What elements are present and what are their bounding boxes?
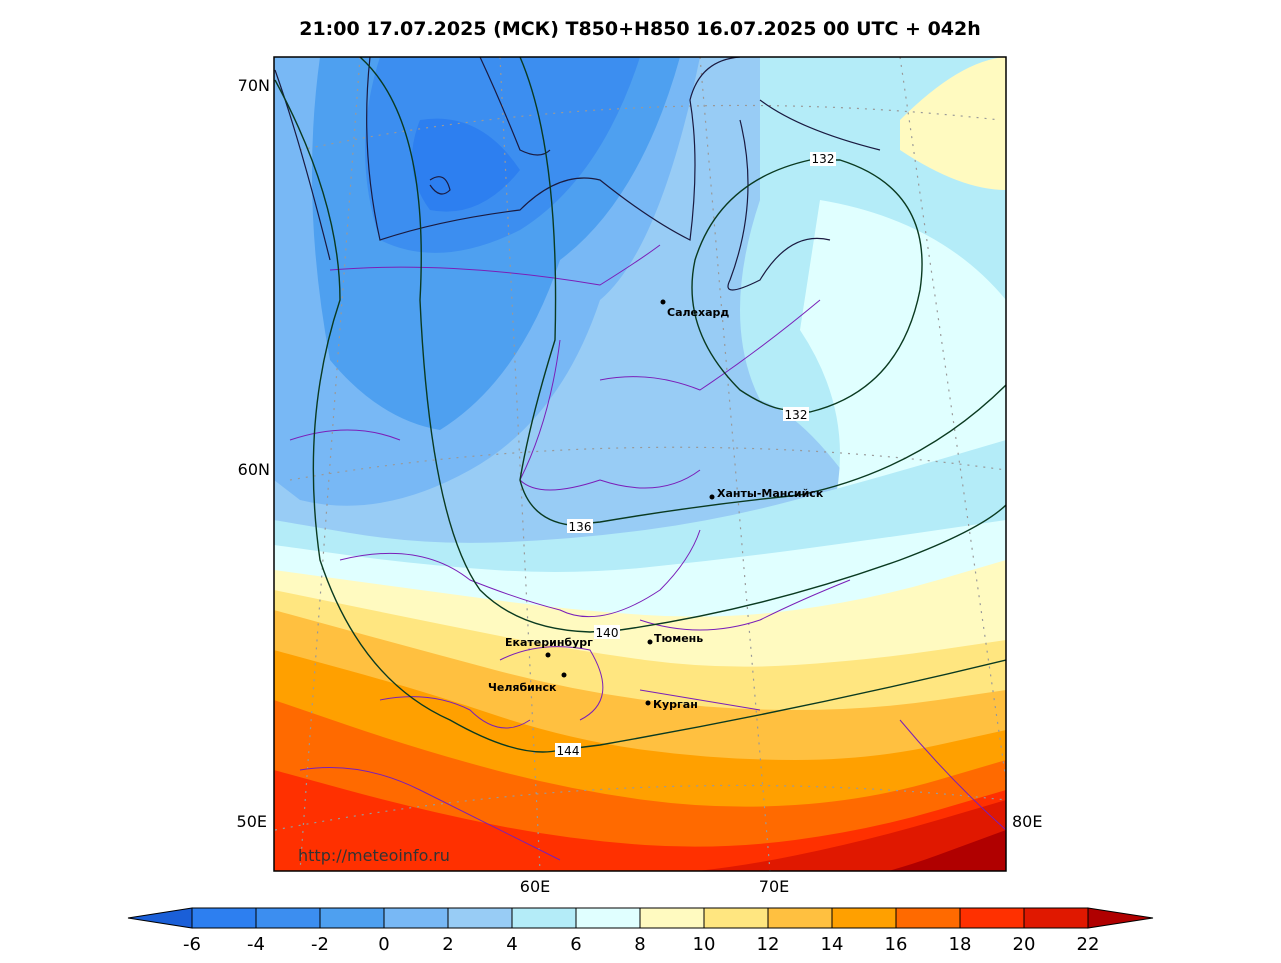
colorbar-tick-label: 16: [885, 934, 908, 955]
lon-label: 50E: [237, 812, 267, 831]
colorbar-bin: [895, 907, 961, 929]
contour-132: [691, 159, 923, 413]
city-dot: [645, 700, 651, 706]
city-label: Салехард: [667, 306, 729, 319]
lat-label: 60N: [238, 460, 270, 479]
field-band: [274, 770, 1006, 871]
title: 21:00 17.07.2025 (МСК) T850+H850 16.07.2…: [299, 18, 981, 40]
city-dot: [545, 652, 551, 658]
colorbar-bin: [191, 907, 257, 929]
city-dot: [660, 299, 666, 305]
contour-144: [274, 79, 1006, 753]
label-bg: [567, 519, 593, 533]
colorbar-bin: [383, 907, 449, 929]
field-region: [412, 118, 520, 212]
contour-label: 140: [596, 626, 619, 640]
city-dot: [561, 672, 567, 678]
map-frame: [273, 56, 1007, 872]
city-dot: [709, 494, 715, 500]
colorbar-tick-label: 10: [693, 934, 716, 955]
contour-label: 144: [557, 744, 580, 758]
colorbar-bin: [319, 907, 385, 929]
colorbar: -6 -4 -2 0 2 4 6 8 10 12 14 16 18 20 22: [127, 907, 1154, 955]
graticule: [274, 57, 1006, 871]
colorbar-bin: [511, 907, 577, 929]
colorbar-bin: [767, 907, 833, 929]
colorbar-bin: [831, 907, 897, 929]
region-borders: [289, 244, 1006, 861]
lon-label: 70E: [759, 877, 789, 896]
coastline: [274, 57, 881, 291]
contour-labels: 132 132 136 140 144: [555, 152, 836, 758]
contour-136: [519, 57, 1006, 526]
colorbar-tick-label: -2: [311, 934, 329, 955]
colorbar-bin: [255, 907, 321, 929]
contour-label: 132: [785, 408, 808, 422]
city-dot: [647, 639, 653, 645]
colorbar-extend-high: [1087, 907, 1154, 929]
contour-label: 132: [812, 152, 835, 166]
temperature-field: [274, 57, 1006, 871]
colorbar-extend-low: [127, 907, 193, 929]
colorbar-tick-label: -4: [247, 934, 265, 955]
field-region: [900, 57, 1006, 190]
colorbar-bin: [703, 907, 769, 929]
colorbar-tick-label: 8: [634, 934, 645, 955]
field-band: [888, 830, 1006, 871]
label-bg: [555, 743, 581, 757]
map-lines: [274, 57, 1006, 871]
city-label: Курган: [653, 698, 698, 711]
field-band: [697, 800, 1006, 871]
label-bg: [594, 625, 620, 639]
colorbar-tick-label: 14: [821, 934, 844, 955]
contour-140: [359, 57, 1006, 633]
label-bg: [810, 152, 836, 166]
colorbar-bin: [959, 907, 1025, 929]
colorbar-tick-label: 4: [506, 934, 517, 955]
lon-label: 60E: [520, 877, 550, 896]
colorbar-tick-label: 2: [442, 934, 453, 955]
lat-label: 70N: [238, 76, 270, 95]
colorbar-tick-label: 12: [757, 934, 780, 955]
contour-label: 136: [569, 520, 592, 534]
source-url: http://meteoinfo.ru: [298, 846, 450, 865]
cities: Салехард Ханты-Мансийск Екатеринбург Тюм…: [488, 299, 824, 711]
city-label: Тюмень: [654, 632, 703, 645]
lon-label: 80E: [1012, 812, 1042, 831]
colorbar-bin: [639, 907, 705, 929]
colorbar-tick-label: 22: [1077, 934, 1100, 955]
colorbar-tick-label: 18: [949, 934, 972, 955]
city-label: Ханты-Мансийск: [717, 487, 824, 500]
city-label: Челябинск: [488, 681, 557, 694]
colorbar-bin: [575, 907, 641, 929]
city-label: Екатеринбург: [505, 636, 593, 649]
colorbar-tick-label: -6: [183, 934, 201, 955]
colorbar-bin: [447, 907, 513, 929]
colorbar-tick-label: 20: [1013, 934, 1036, 955]
colorbar-tick-label: 6: [570, 934, 581, 955]
colorbar-bin: [1023, 907, 1089, 929]
label-bg: [783, 407, 809, 421]
colorbar-tick-label: 0: [378, 934, 389, 955]
